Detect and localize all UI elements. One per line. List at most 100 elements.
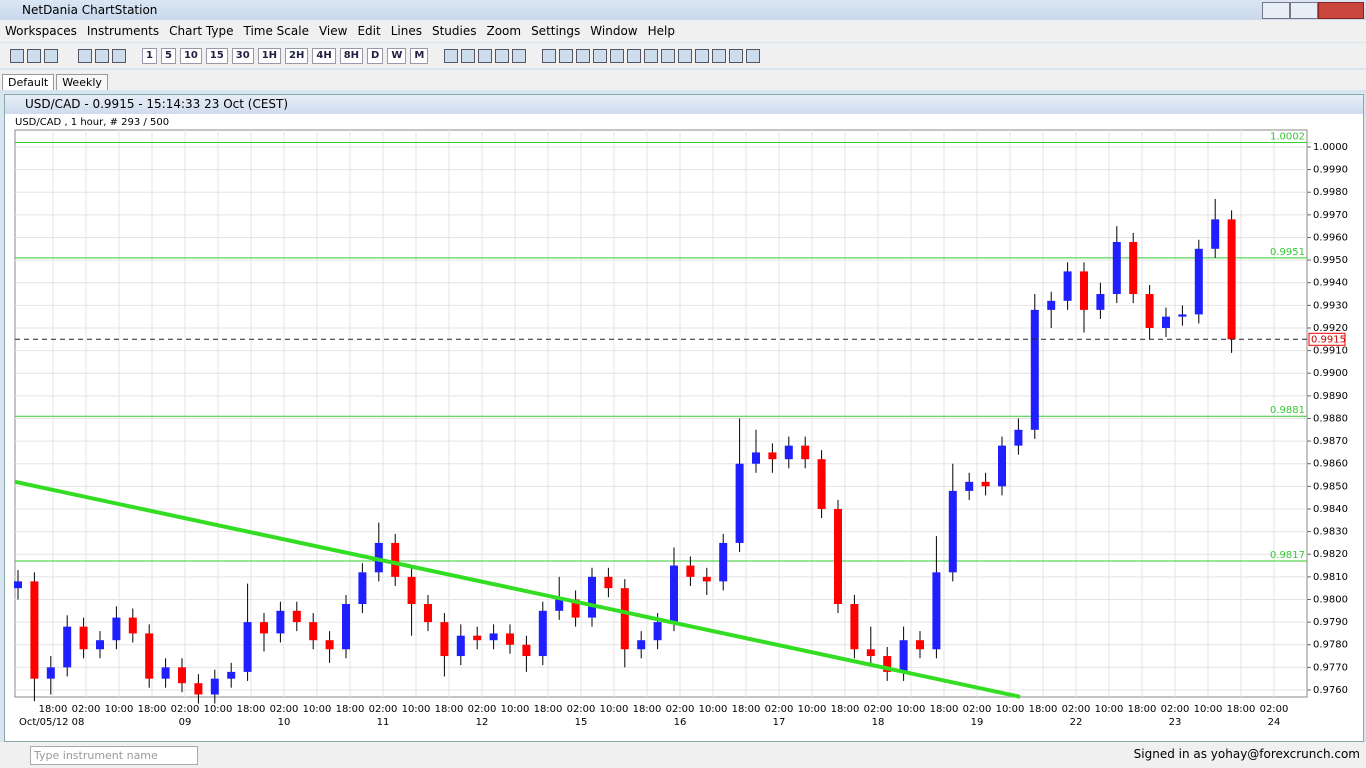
tool-icon[interactable] bbox=[593, 48, 608, 63]
candle-body bbox=[112, 617, 121, 641]
x-tick-label: 18:00 bbox=[336, 704, 365, 715]
candle-body bbox=[965, 481, 974, 491]
tool-icon[interactable] bbox=[10, 48, 24, 63]
x-tick-label: 10:00 bbox=[1194, 704, 1223, 715]
candle-body bbox=[407, 576, 416, 605]
timeframe-button[interactable]: 2H bbox=[285, 47, 309, 64]
tool-icon[interactable] bbox=[27, 48, 41, 63]
minimize-button[interactable] bbox=[1262, 2, 1290, 19]
timeframe-button[interactable]: 4H bbox=[312, 47, 336, 64]
menu-bar: Workspaces Instruments Chart Type Time Scal… bbox=[0, 20, 1366, 42]
date-label: 17 bbox=[773, 717, 786, 728]
tool-icon[interactable] bbox=[95, 48, 109, 63]
y-tick-label: 0.9960 bbox=[1313, 232, 1348, 243]
menu-item[interactable]: Lines bbox=[390, 24, 422, 38]
candle-body bbox=[719, 542, 728, 582]
timeframe-button[interactable]: W bbox=[387, 47, 407, 64]
timeframe-button[interactable]: 15 bbox=[205, 47, 228, 64]
tool-icon[interactable] bbox=[542, 48, 557, 63]
menu-item[interactable]: Settings bbox=[531, 24, 581, 38]
candle-body bbox=[1030, 309, 1039, 430]
date-label: 12 bbox=[476, 717, 489, 728]
menu-item[interactable]: Workspaces bbox=[5, 24, 77, 38]
candle-body bbox=[178, 667, 186, 684]
tool-icon[interactable] bbox=[112, 48, 126, 63]
maximize-button[interactable] bbox=[1290, 2, 1318, 19]
timeframe-button[interactable]: 1H bbox=[257, 47, 282, 64]
date-label: 16 bbox=[674, 717, 687, 728]
x-tick-label: 02:00 bbox=[270, 704, 299, 715]
menu-item[interactable]: Help bbox=[647, 24, 675, 38]
level-label: 0.9881 bbox=[1270, 405, 1305, 416]
x-tick-label: 10:00 bbox=[501, 704, 530, 715]
tool-icon[interactable] bbox=[512, 48, 527, 63]
x-tick-label: 18:00 bbox=[435, 704, 464, 715]
timeframe-button[interactable]: D bbox=[367, 47, 384, 64]
y-tick-label: 0.9860 bbox=[1313, 459, 1348, 470]
candle-body bbox=[145, 633, 154, 679]
menu-item[interactable]: Time Scale bbox=[243, 24, 309, 38]
timeframe-button[interactable]: 30 bbox=[231, 47, 254, 64]
menu-item[interactable]: Chart Type bbox=[169, 24, 234, 38]
y-tick-label: 0.9950 bbox=[1313, 255, 1348, 266]
x-tick-label: 18:00 bbox=[1128, 704, 1157, 715]
candle-body bbox=[1145, 294, 1154, 328]
y-tick-label: 0.9760 bbox=[1313, 685, 1348, 696]
tool-icon[interactable] bbox=[576, 48, 591, 63]
candle-body bbox=[1162, 316, 1170, 328]
timeframe-button[interactable]: 8H bbox=[339, 47, 364, 64]
close-button[interactable] bbox=[1318, 2, 1364, 19]
tool-icon[interactable] bbox=[746, 48, 761, 63]
tool-icon[interactable] bbox=[495, 48, 510, 63]
timeframe-button[interactable]: 5 bbox=[160, 47, 176, 64]
candle-body bbox=[653, 622, 662, 641]
tool-icon[interactable] bbox=[644, 48, 659, 63]
menu-item[interactable]: Zoom bbox=[486, 24, 522, 38]
menu-item[interactable]: Window bbox=[590, 24, 638, 38]
timeframe-button[interactable]: 10 bbox=[179, 47, 202, 64]
menu-item[interactable]: View bbox=[318, 24, 348, 38]
x-tick-label: 18:00 bbox=[930, 704, 959, 715]
tool-icon[interactable] bbox=[610, 48, 625, 63]
candle-body bbox=[670, 565, 678, 623]
instrument-search[interactable]: Type instrument name bbox=[30, 746, 198, 765]
candle-body bbox=[866, 649, 875, 657]
tool-icon[interactable] bbox=[559, 48, 574, 63]
tool-icon[interactable] bbox=[44, 48, 58, 63]
x-tick-label: 02:00 bbox=[1260, 704, 1289, 715]
timeframe-button[interactable]: 1 bbox=[142, 47, 157, 64]
candle-body bbox=[637, 640, 646, 650]
tool-icon[interactable] bbox=[478, 48, 493, 63]
chart-window-title: USD/CAD - 0.9915 - 15:14:33 23 Oct (CEST… bbox=[5, 95, 1363, 114]
candle-body bbox=[817, 459, 826, 509]
candle-body bbox=[292, 610, 301, 623]
candle-body bbox=[440, 622, 449, 657]
tool-icon[interactable] bbox=[695, 48, 710, 63]
tool-icon[interactable] bbox=[461, 48, 476, 63]
menu-item[interactable]: Instruments bbox=[86, 24, 160, 38]
x-tick-label: 18:00 bbox=[1227, 704, 1256, 715]
tool-icon[interactable] bbox=[444, 48, 459, 63]
tool-icon[interactable] bbox=[78, 48, 92, 63]
tool-icon[interactable] bbox=[661, 48, 676, 63]
x-tick-label: 02:00 bbox=[1161, 704, 1190, 715]
tool-icon[interactable] bbox=[678, 48, 693, 63]
candle-body bbox=[1063, 271, 1072, 301]
candle-body bbox=[128, 617, 137, 634]
x-tick-label: 02:00 bbox=[369, 704, 398, 715]
candle-body bbox=[998, 445, 1006, 487]
x-tick-label: 10:00 bbox=[996, 704, 1025, 715]
tool-icon[interactable] bbox=[729, 48, 744, 63]
tab[interactable]: Weekly bbox=[56, 74, 108, 90]
tool-icon[interactable] bbox=[627, 48, 642, 63]
current-price-box bbox=[1308, 332, 1346, 346]
menu-item[interactable]: Edit bbox=[357, 24, 381, 38]
candle-body bbox=[522, 644, 531, 657]
tab-bar: Default Weekly bbox=[0, 70, 1366, 90]
tab[interactable]: Default bbox=[2, 74, 55, 90]
y-tick-label: 0.9940 bbox=[1313, 278, 1348, 289]
menu-item[interactable]: Studies bbox=[431, 24, 477, 38]
timeframe-button[interactable]: M bbox=[410, 47, 429, 64]
tool-icon[interactable] bbox=[712, 48, 727, 63]
